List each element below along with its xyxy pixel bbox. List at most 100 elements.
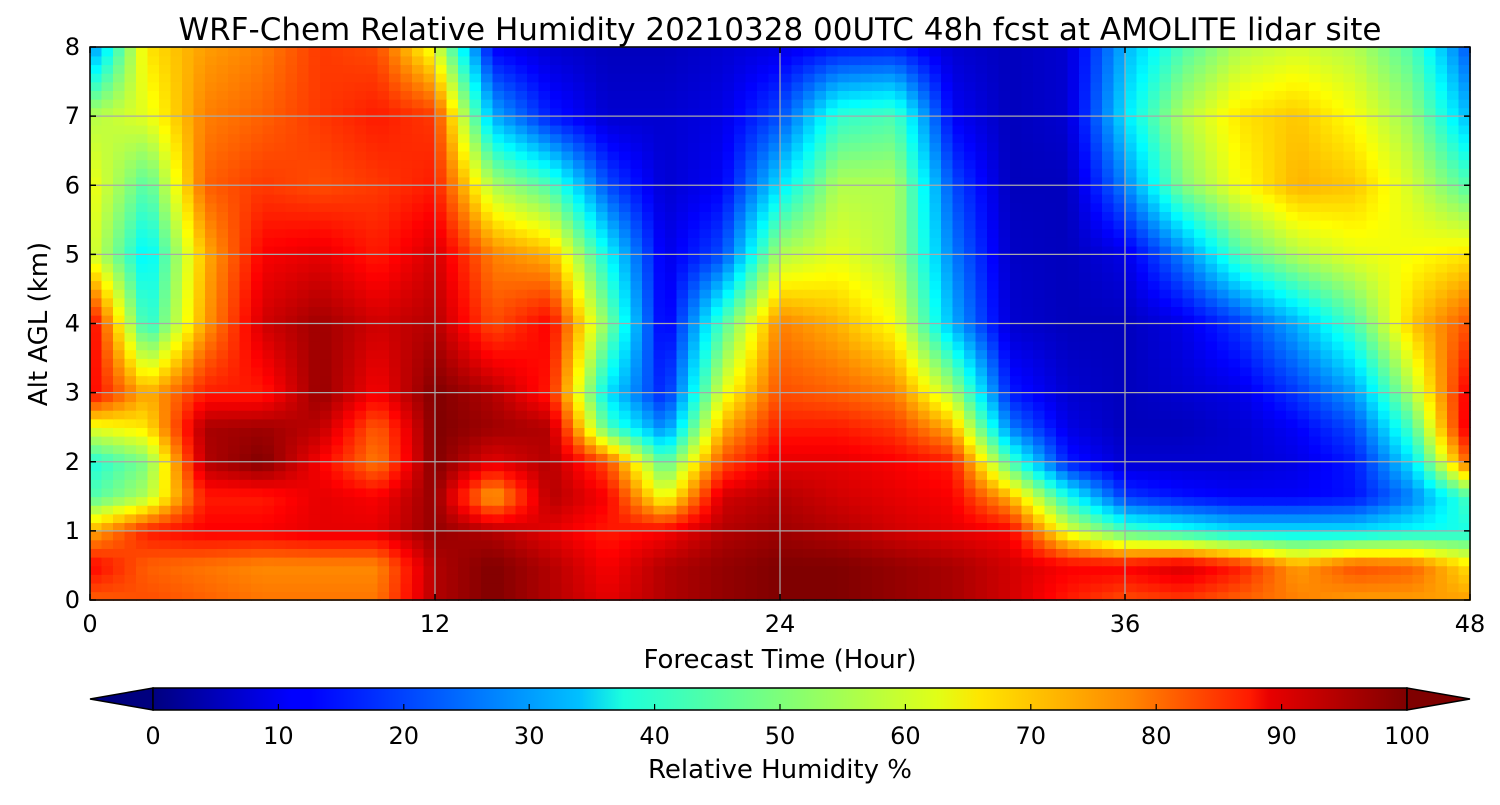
heatmap-cell: [964, 479, 977, 489]
heatmap-cell: [1297, 487, 1310, 498]
heatmap-cell: [906, 487, 919, 498]
heatmap-cell: [124, 392, 137, 403]
heatmap-cell: [1148, 271, 1161, 282]
heatmap-cell: [343, 487, 356, 498]
heatmap-cell: [1159, 444, 1172, 454]
heatmap-cell: [906, 539, 919, 549]
heatmap-cell: [1194, 245, 1207, 256]
heatmap-cell: [124, 306, 137, 316]
heatmap-cell: [722, 582, 735, 593]
heatmap-cell: [458, 288, 471, 299]
heatmap-cell: [159, 392, 172, 403]
heatmap-cell: [1194, 288, 1207, 299]
heatmap-cell: [331, 539, 344, 549]
heatmap-cell: [676, 245, 689, 256]
heatmap-cell: [1056, 323, 1069, 333]
heatmap-cell: [193, 418, 206, 428]
heatmap-cell: [814, 288, 827, 299]
heatmap-cell: [481, 565, 494, 575]
heatmap-cell: [170, 237, 183, 247]
heatmap-cell: [952, 245, 965, 256]
heatmap-cell: [366, 245, 379, 256]
heatmap-cell: [1171, 453, 1184, 463]
heatmap-cell: [1021, 375, 1034, 385]
heatmap-cell: [987, 358, 1000, 368]
heatmap-cell: [711, 548, 724, 558]
heatmap-cell: [1079, 245, 1092, 256]
heatmap-cell: [711, 401, 724, 411]
heatmap-cell: [814, 271, 827, 282]
heatmap-cell: [734, 375, 747, 385]
heatmap-cell: [906, 263, 919, 273]
heatmap-cell: [895, 496, 908, 506]
heatmap-cell: [389, 574, 402, 584]
heatmap-cell: [1010, 530, 1023, 541]
heatmap-cell: [757, 323, 770, 333]
heatmap-cell: [1159, 254, 1172, 264]
heatmap-cell: [619, 487, 632, 498]
heatmap-cell: [297, 453, 310, 463]
heatmap-cell: [274, 453, 287, 463]
heatmap-cell: [849, 556, 862, 567]
heatmap-cell: [124, 435, 137, 446]
heatmap-cell: [607, 375, 620, 385]
heatmap-cell: [676, 522, 689, 532]
heatmap-cell: [791, 288, 804, 299]
heatmap-cell: [883, 522, 896, 532]
heatmap-cell: [446, 401, 459, 411]
heatmap-cell: [906, 254, 919, 264]
heatmap-cell: [975, 539, 988, 549]
heatmap-cell: [216, 245, 229, 256]
heatmap-cell: [780, 263, 793, 273]
heatmap-cell: [1044, 366, 1057, 377]
heatmap-cell: [1251, 254, 1264, 264]
heatmap-cell: [251, 435, 264, 446]
heatmap-cell: [124, 565, 137, 575]
heatmap-cell: [734, 565, 747, 575]
heatmap-cell: [630, 271, 643, 282]
heatmap-cell: [607, 409, 620, 420]
heatmap-cell: [860, 479, 873, 489]
heatmap-cell: [366, 383, 379, 394]
heatmap-cell: [584, 530, 597, 541]
heatmap-cell: [653, 487, 666, 498]
heatmap-cell: [561, 375, 574, 385]
heatmap-cell: [1274, 548, 1287, 558]
heatmap-cell: [1343, 314, 1356, 325]
heatmap-cell: [688, 470, 701, 480]
heatmap-cell: [791, 565, 804, 575]
heatmap-cell: [1205, 556, 1218, 567]
heatmap-cell: [492, 280, 505, 290]
heatmap-cell: [1251, 470, 1264, 480]
heatmap-cell: [469, 409, 482, 420]
heatmap-cell: [239, 340, 252, 351]
heatmap-cell: [964, 427, 977, 437]
heatmap-cell: [768, 513, 781, 524]
heatmap-cell: [849, 349, 862, 359]
heatmap-cell: [1148, 461, 1161, 472]
heatmap-cell: [642, 375, 655, 385]
heatmap-cell: [1102, 453, 1115, 463]
heatmap-cell: [216, 479, 229, 489]
heatmap-cell: [320, 530, 333, 541]
heatmap-cell: [1010, 263, 1023, 273]
heatmap-cell: [630, 375, 643, 385]
heatmap-cell: [642, 401, 655, 411]
heatmap-cell: [423, 323, 436, 333]
heatmap-cell: [1044, 280, 1057, 290]
heatmap-cell: [998, 297, 1011, 308]
heatmap-cell: [665, 418, 678, 428]
heatmap-cell: [538, 470, 551, 480]
heatmap-cell: [1320, 453, 1333, 463]
heatmap-cell: [504, 314, 517, 325]
heatmap-cell: [1079, 306, 1092, 316]
heatmap-cell: [722, 366, 735, 377]
heatmap-cell: [642, 297, 655, 308]
heatmap-cell: [768, 271, 781, 282]
heatmap-cell: [1366, 539, 1379, 549]
heatmap-cell: [895, 280, 908, 290]
heatmap-cell: [849, 539, 862, 549]
heatmap-cell: [584, 591, 597, 601]
heatmap-cell: [1447, 288, 1460, 299]
heatmap-cell: [711, 556, 724, 567]
